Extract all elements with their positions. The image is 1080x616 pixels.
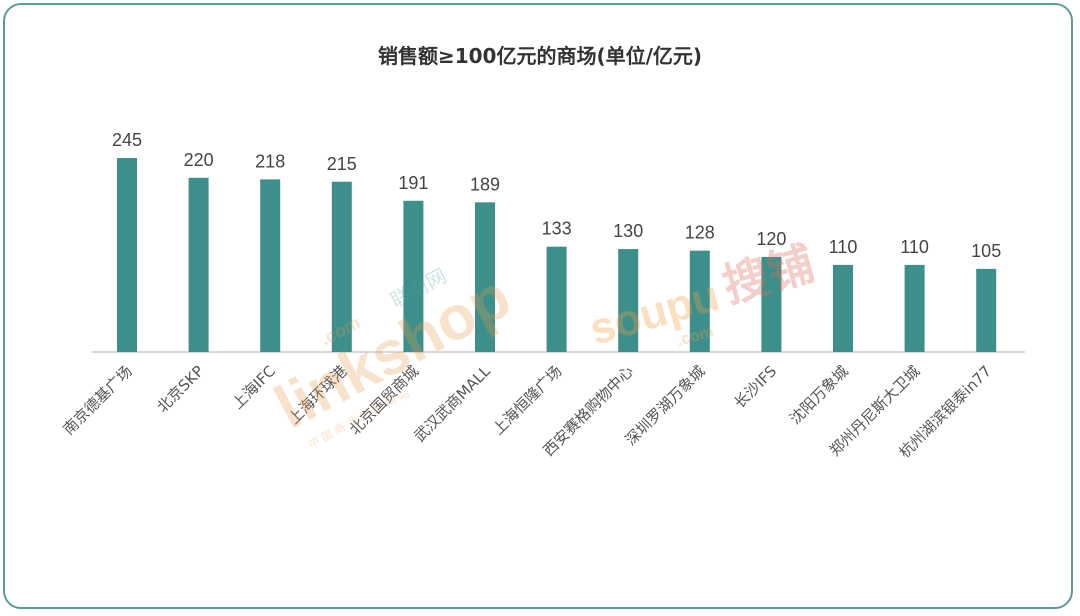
bar-value-label: 110: [829, 237, 858, 257]
category-label: 长沙IFS: [731, 362, 781, 412]
bar-value-label: 191: [398, 173, 428, 193]
category-label: 北京SKP: [153, 362, 207, 416]
bar-9: [761, 256, 782, 352]
bar-10: [833, 264, 853, 352]
bar-3: [331, 181, 352, 352]
bar-value-label: 130: [613, 221, 643, 241]
bar-value-label: 220: [184, 150, 214, 170]
bar-1: [188, 177, 209, 352]
category-label: 南京德基广场: [59, 362, 135, 438]
chart-frame: [3, 3, 1073, 609]
bar-value-label: 218: [255, 151, 285, 171]
bar-value-label: 215: [327, 154, 357, 174]
bar-4: [403, 200, 424, 352]
category-label: 沈阳万象城: [786, 362, 852, 428]
bar-12: [976, 268, 997, 352]
bar-6: [546, 246, 567, 352]
bar-value-label: 189: [470, 174, 500, 194]
bar-5: [475, 202, 495, 352]
category-label: 上海恒隆广场: [489, 362, 565, 438]
chart-title: 销售额≥100亿元的商场(单位/亿元): [377, 44, 703, 68]
bar-value-label: 133: [542, 219, 572, 239]
bar-11: [904, 264, 925, 352]
bar-0: [117, 157, 137, 352]
bar-value-label: 245: [112, 130, 142, 150]
bar-7: [618, 249, 639, 352]
bar-value-label: 128: [685, 223, 715, 243]
bar-8: [689, 250, 710, 352]
bar-value-label: 110: [900, 237, 929, 257]
bar-value-label: 105: [971, 241, 1001, 261]
bar-value-label: 120: [756, 229, 786, 249]
soupu-cn: 搜铺: [717, 236, 820, 313]
bar-2: [260, 179, 281, 352]
